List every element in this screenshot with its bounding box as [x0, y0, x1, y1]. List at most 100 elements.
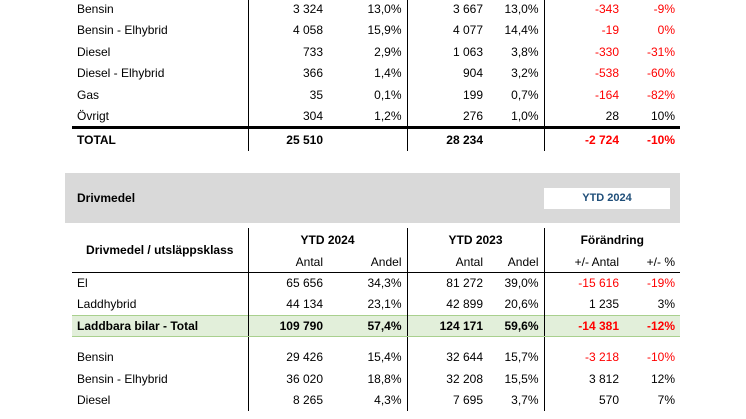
cell-share-current: 0,1% — [374, 87, 402, 102]
table-row: El 65 656 34,3% 81 272 39,0% -15 616 -19% — [72, 272, 680, 294]
cell-share-current: 1,4% — [374, 66, 402, 81]
cell-share-previous: 20,6% — [504, 297, 539, 311]
cell-count-current: 3 324 — [247, 0, 328, 20]
section-header-bar: Drivmedel YTD 2024 — [65, 173, 680, 223]
cell-count-previous: 3 667 — [406, 0, 488, 20]
table-row: Bensin 3 324 13,0% 3 667 13,0% -343 -9% — [72, 0, 680, 20]
row-label: El — [77, 276, 88, 290]
cell-share-current — [328, 125, 407, 151]
section-title: Drivmedel — [77, 191, 136, 205]
cell-count-previous: 124 171 — [406, 314, 488, 337]
cell-count-current: 44 134 — [247, 293, 328, 315]
cell-share-current: 57,4% — [328, 314, 407, 337]
row-label: Diesel - Elhybrid — [77, 66, 165, 81]
cell-count-current: 366 — [247, 62, 328, 84]
cell-diff-count: -330 — [543, 41, 624, 63]
row-label: Laddbara bilar - Total — [72, 314, 248, 337]
cell-diff-count: 28 — [543, 105, 624, 127]
cell-count-current: 35 — [247, 84, 328, 106]
cell-diff-pct: -10% — [647, 350, 676, 365]
cell-diff-count: 1 235 — [543, 293, 624, 315]
cell-count-current: 733 — [247, 41, 328, 63]
table-row: Diesel 8 265 4,3% 7 695 3,7% 570 7% — [72, 389, 680, 411]
cell-share-previous: 39,0% — [504, 276, 539, 290]
cell-share-previous: 15,5% — [504, 371, 539, 386]
cell-diff-pct: 10% — [650, 108, 675, 123]
cell-count-previous: 199 — [406, 84, 488, 106]
cell-count-previous: 276 — [406, 105, 488, 127]
cell-diff-pct: -31% — [646, 44, 675, 59]
cell-diff-pct: 7% — [657, 393, 676, 408]
cell-diff-pct: -82% — [646, 87, 675, 102]
cell-count-previous: 42 899 — [406, 293, 488, 315]
cell-share-previous: 59,6% — [488, 314, 544, 337]
cell-diff-count: -2 724 — [543, 125, 624, 151]
cell-share-current: 2,9% — [374, 44, 402, 59]
cell-share-previous: 3,2% — [511, 66, 539, 81]
cell-share-current: 15,9% — [367, 23, 402, 38]
cell-count-current: 8 265 — [247, 389, 328, 411]
cell-count-current: 65 656 — [247, 272, 328, 294]
cell-share-previous: 3,8% — [511, 44, 539, 59]
header-ytd-2024: YTD 2024 — [247, 228, 407, 252]
row-label: Övrigt — [77, 108, 110, 123]
cell-diff-count: -538 — [543, 62, 624, 84]
cell-share-current: 34,3% — [367, 276, 402, 290]
cell-share-current: 18,8% — [367, 371, 402, 386]
row-label: Bensin - Elhybrid — [77, 23, 168, 38]
cell-count-previous: 32 208 — [406, 368, 488, 390]
cell-count-previous: 1 063 — [406, 41, 488, 63]
subheader-diff-pct: +/- % — [624, 252, 681, 273]
ytd-period-box[interactable]: YTD 2024 — [544, 188, 670, 209]
row-label: Laddhybrid — [77, 297, 137, 311]
cell-diff-pct: -60% — [646, 66, 675, 81]
header-row-sub: Antal Andel Antal Andel +/- Antal +/- % — [72, 252, 681, 273]
header-change: Förändring — [543, 228, 681, 252]
cell-diff-count: -15 616 — [543, 272, 624, 294]
cell-count-current: 4 058 — [247, 19, 328, 41]
row-label: Bensin — [77, 350, 114, 365]
cell-share-previous — [488, 125, 544, 151]
cell-diff-pct: 3% — [657, 297, 676, 311]
cell-share-previous: 13,0% — [504, 1, 539, 16]
cell-diff-pct: -10% — [624, 125, 680, 151]
table-row: Gas 35 0,1% 199 0,7% -164 -82% — [72, 84, 680, 106]
cell-diff-count: -164 — [543, 84, 624, 106]
cell-count-previous: 81 272 — [406, 272, 488, 294]
cell-share-current: 15,4% — [367, 350, 402, 365]
cell-count-previous: 32 644 — [406, 346, 488, 368]
table-row: Diesel 733 2,9% 1 063 3,8% -330 -31% — [72, 41, 680, 63]
table-row: Övrigt 304 1,2% 276 1,0% 28 10% — [72, 105, 680, 127]
table-row: Laddhybrid 44 134 23,1% 42 899 20,6% 1 235 3% — [72, 293, 680, 315]
row-label: Bensin — [77, 1, 114, 16]
cell-diff-pct: -9% — [653, 1, 675, 16]
cell-diff-count: -343 — [543, 0, 624, 20]
subheader-diff-antal: +/- Antal — [543, 252, 624, 273]
subheader-antal: Antal — [406, 252, 488, 273]
cell-share-current: 1,2% — [374, 108, 402, 123]
cell-count-current: 36 020 — [247, 368, 328, 390]
table-row: Bensin - Elhybrid 4 058 15,9% 4 077 14,4% -19… — [72, 19, 680, 41]
row-label: Diesel — [77, 44, 111, 59]
cell-count-current: 304 — [247, 105, 328, 127]
cell-share-previous: 3,7% — [511, 393, 539, 408]
subheader-andel: Andel — [488, 252, 544, 273]
cell-share-current: 13,0% — [367, 1, 402, 16]
header-ytd-2023: YTD 2023 — [406, 228, 544, 252]
table-row: Diesel - Elhybrid 366 1,4% 904 3,2% -538 -60% — [72, 62, 680, 84]
row-label: Gas — [77, 87, 100, 102]
cell-diff-count: -3 218 — [543, 346, 624, 368]
cell-count-current: 25 510 — [247, 125, 328, 151]
row-label: Bensin - Elhybrid — [77, 371, 168, 386]
cell-diff-pct: 12% — [650, 371, 676, 386]
spacer-row — [72, 336, 680, 347]
cell-share-previous: 15,7% — [504, 350, 539, 365]
subtotal-row: Laddbara bilar - Total 109 790 57,4% 124 17… — [72, 314, 681, 337]
row-label: Diesel — [77, 393, 111, 408]
cell-share-current: 4,3% — [374, 393, 402, 408]
cell-share-current: 23,1% — [367, 297, 402, 311]
cell-count-previous: 4 077 — [406, 19, 488, 41]
cell-share-previous: 1,0% — [511, 108, 539, 123]
cell-share-previous: 14,4% — [504, 23, 539, 38]
total-row: TOTAL 25 510 28 234 -2 724 -10% — [72, 125, 680, 151]
